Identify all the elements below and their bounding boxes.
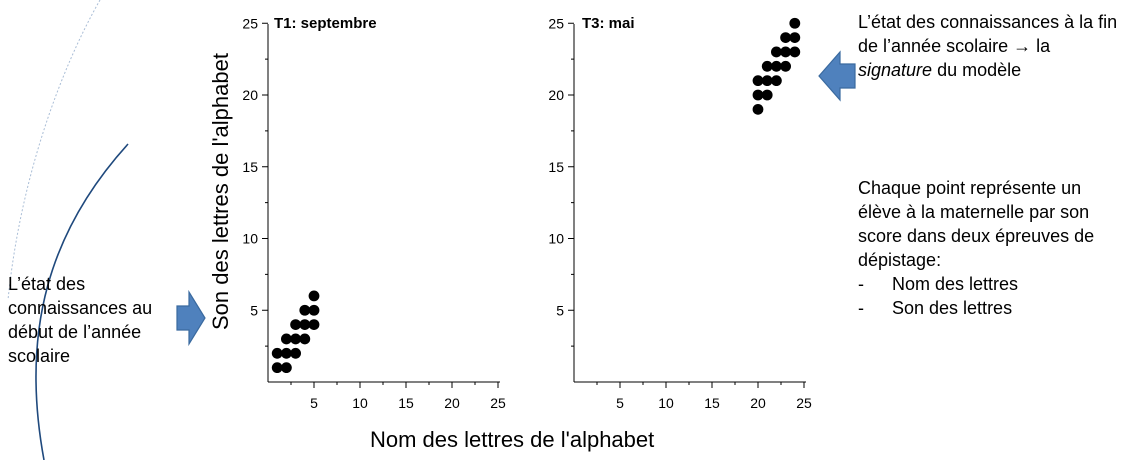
- x-tick-label: 15: [398, 395, 414, 411]
- x-tick-label: 5: [616, 395, 624, 411]
- chart-t3-title: T3: mai: [582, 15, 635, 32]
- y-tick-label: 5: [556, 302, 564, 318]
- x-tick-label: 25: [796, 395, 812, 411]
- data-point: [290, 333, 301, 345]
- decorative-arc: [35, 143, 129, 460]
- y-tick-label: 10: [242, 231, 258, 247]
- x-tick-label: 20: [444, 395, 460, 411]
- y-tick-label: 5: [250, 302, 258, 318]
- annotation-right: Chaque point représente un élève à la ma…: [858, 176, 1124, 320]
- annotation-top-right: L’état des connaissances à la fin de l’a…: [858, 10, 1118, 82]
- chart-t1-y-ticks: 5 10 15 20 25: [242, 15, 268, 347]
- list-item: Nom des lettres: [858, 272, 1124, 296]
- data-point: [789, 32, 801, 43]
- data-point: [271, 362, 283, 374]
- data-point: [761, 75, 773, 87]
- x-tick-label: 10: [352, 395, 368, 411]
- chart-t1-x-ticks: 5 10 15 20 25: [290, 382, 506, 411]
- arrow-right-icon: [176, 289, 206, 347]
- data-point: [761, 60, 773, 72]
- y-tick-label: 25: [242, 15, 258, 31]
- data-point: [752, 89, 764, 101]
- data-point: [299, 333, 311, 345]
- annotation-right-intro: Chaque point représente un élève à la ma…: [858, 178, 1095, 270]
- data-point: [752, 103, 764, 115]
- data-point: [281, 347, 292, 359]
- chart-t3: 5 10 15 20 25 5 10 15 20 25 T3: mai: [548, 15, 812, 411]
- data-point: [308, 290, 320, 302]
- data-point: [299, 304, 311, 316]
- data-point: [789, 17, 801, 29]
- data-point: [290, 347, 301, 359]
- x-tick-label: 5: [310, 395, 318, 411]
- chart-t1: 5 10 15 20 25 5 10 15 20 25 T1: septembre: [242, 15, 506, 411]
- data-point: [271, 347, 283, 359]
- data-point: [771, 75, 782, 87]
- list-item: Son des lettres: [858, 296, 1124, 320]
- data-point: [771, 46, 782, 58]
- data-point: [780, 46, 791, 58]
- data-point: [308, 319, 320, 330]
- data-point: [761, 89, 773, 101]
- annotation-top-right-text: L’état des connaissances à la fin de l’a…: [858, 12, 1118, 56]
- data-point: [299, 319, 311, 330]
- y-tick-label: 25: [548, 15, 564, 31]
- chart-t1-points: [271, 290, 320, 374]
- annotation-left: L’état des connaissances au début de l’a…: [8, 274, 153, 366]
- y-tick-label: 15: [242, 159, 258, 175]
- x-tick-label: 20: [750, 395, 766, 411]
- data-point: [780, 32, 791, 43]
- chart-t1-title: T1: septembre: [274, 15, 377, 32]
- annotation-top-right-emphasis: signature: [858, 60, 933, 80]
- annotation-right-list: Nom des lettres Son des lettres: [858, 272, 1124, 320]
- annotation-top-right-text-end: du modèle: [932, 60, 1022, 80]
- data-point: [780, 60, 791, 72]
- arrow-left-icon: [818, 50, 856, 102]
- data-point: [752, 75, 764, 87]
- y-tick-label: 10: [548, 231, 564, 247]
- data-point: [281, 362, 292, 374]
- chart-t3-points: [752, 17, 801, 115]
- y-tick-label: 20: [548, 87, 564, 103]
- data-point: [771, 60, 782, 72]
- data-point: [789, 46, 801, 58]
- y-tick-label: 15: [548, 159, 564, 175]
- x-tick-label: 25: [490, 395, 506, 411]
- chart-t3-y-ticks: 5 10 15 20 25: [548, 15, 574, 347]
- data-point: [290, 319, 301, 330]
- data-point: [308, 304, 320, 316]
- data-point: [281, 333, 292, 345]
- x-tick-label: 15: [704, 395, 720, 411]
- x-axis-label: Nom des lettres de l'alphabet: [370, 427, 655, 452]
- chart-t3-x-ticks: 5 10 15 20 25: [596, 382, 812, 411]
- decorative-arc-faint: [7, 0, 101, 301]
- x-tick-label: 10: [658, 395, 674, 411]
- y-tick-label: 20: [242, 87, 258, 103]
- y-axis-label: Son des lettres de l'alphabet: [208, 53, 233, 330]
